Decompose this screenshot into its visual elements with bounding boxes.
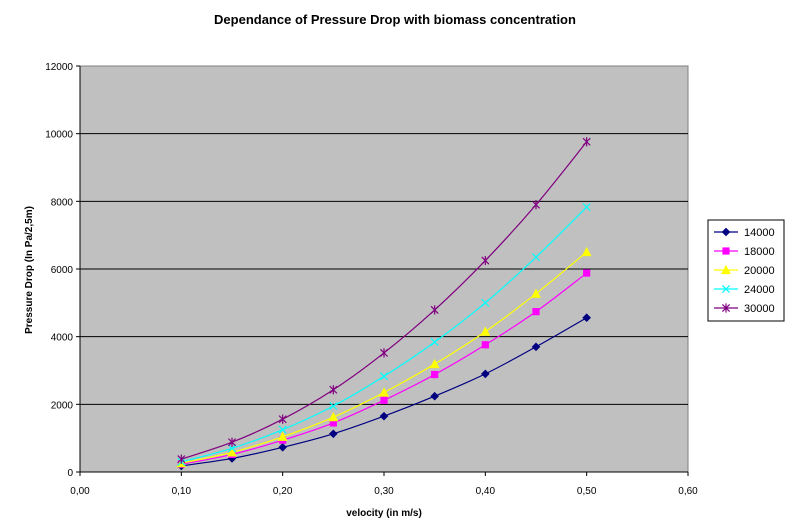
data-point-20000	[277, 431, 288, 441]
y-tick-label: 6000	[51, 265, 74, 276]
data-point-20000	[531, 288, 541, 298]
x-tick-label: 0,20	[273, 486, 293, 497]
data-point-18000	[532, 308, 540, 316]
data-point-18000	[329, 419, 337, 427]
y-axis-label: Pressure Drop (In Pa/2,5m)	[24, 206, 35, 334]
series-30000	[177, 137, 591, 464]
data-point-30000	[531, 200, 541, 210]
data-point-30000	[177, 454, 186, 464]
series-20000	[176, 246, 592, 468]
legend-marker	[721, 303, 731, 313]
legend-marker	[721, 264, 731, 275]
data-point-20000	[379, 387, 389, 397]
data-point-20000	[480, 326, 491, 336]
data-point-24000	[582, 203, 591, 212]
legend-marker	[721, 284, 731, 294]
data-point-24000	[278, 425, 287, 434]
data-point-30000	[329, 385, 338, 395]
data-point-24000	[531, 253, 541, 262]
data-point-24000	[329, 402, 338, 411]
data-point-20000	[581, 246, 592, 257]
x-tick-label: 0,00	[70, 486, 90, 497]
y-tick-label: 10000	[45, 130, 73, 141]
x-tick-label: 0,60	[678, 486, 698, 497]
data-point-24000	[430, 338, 439, 347]
y-tick-label: 2000	[51, 400, 74, 411]
legend-marker	[721, 227, 731, 237]
data-point-14000	[481, 369, 490, 379]
legend-label: 14000	[744, 227, 775, 239]
x-tick-label: 0,50	[577, 486, 597, 497]
data-point-20000	[429, 358, 440, 369]
data-point-18000	[431, 370, 439, 379]
data-point-14000	[329, 429, 338, 439]
data-point-30000	[278, 414, 287, 424]
legend-item-18000: 18000	[714, 246, 775, 258]
series-24000	[177, 203, 591, 466]
legend-marker	[722, 247, 730, 255]
data-point-30000	[379, 348, 389, 358]
x-axis-label: velocity (in m/s)	[346, 508, 422, 519]
legend-item-20000: 20000	[714, 264, 775, 277]
data-point-14000	[430, 391, 439, 401]
data-point-24000	[379, 372, 389, 381]
series-group	[176, 137, 592, 471]
data-point-30000	[227, 437, 237, 447]
y-tick-labels: 0 2000 4000 6000 8000 10000 12000	[45, 62, 80, 479]
data-point-20000	[227, 447, 237, 457]
legend-label: 18000	[744, 246, 775, 258]
data-point-14000	[582, 313, 591, 323]
legend-label: 30000	[744, 303, 775, 315]
legend-item-30000: 30000	[714, 303, 775, 315]
legend-label: 24000	[744, 284, 775, 296]
x-tick-labels: 0,00 0,10 0,20 0,30 0,40 0,50 0,60	[70, 472, 698, 497]
chart-title: Dependance of Pressure Drop with biomass…	[214, 12, 576, 27]
legend-label: 20000	[744, 265, 775, 277]
legend-item-24000: 24000	[714, 284, 775, 296]
data-point-18000	[380, 396, 388, 404]
legend: 14000 18000 20000 24000 30000	[707, 219, 785, 322]
data-point-18000	[583, 269, 591, 277]
x-tick-label: 0,10	[172, 486, 192, 497]
data-point-24000	[227, 444, 237, 453]
data-point-18000	[481, 341, 489, 349]
data-point-24000	[481, 298, 490, 307]
data-point-14000	[531, 342, 541, 352]
x-tick-label: 0,40	[476, 486, 496, 497]
y-tick-label: 8000	[51, 197, 74, 208]
series-line-30000	[181, 141, 588, 460]
y-tick-label: 4000	[51, 333, 74, 344]
y-tick-label: 0	[67, 468, 73, 479]
data-point-30000	[481, 255, 490, 266]
data-point-30000	[582, 137, 591, 147]
x-tick-label: 0,30	[374, 486, 394, 497]
data-point-20000	[328, 412, 339, 422]
y-tick-label: 12000	[45, 62, 73, 73]
grid-lines	[80, 133, 688, 405]
legend-item-14000: 14000	[714, 227, 775, 239]
data-point-14000	[379, 411, 389, 421]
data-point-30000	[430, 305, 439, 315]
series-line-24000	[181, 206, 588, 463]
data-point-14000	[278, 442, 287, 452]
